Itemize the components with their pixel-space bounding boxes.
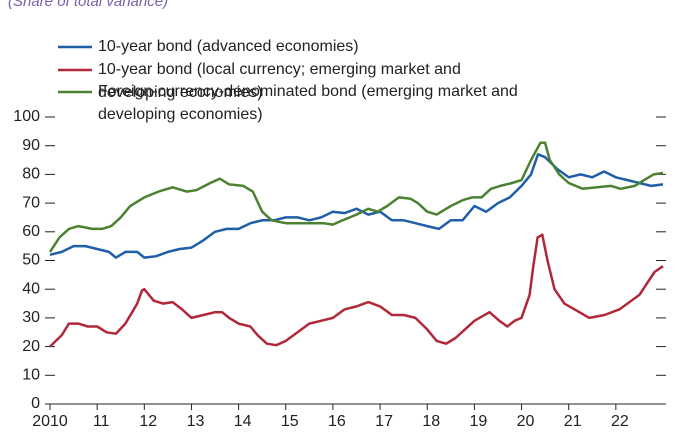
x-tick-label: 18: [422, 413, 440, 430]
y-tick-label: 30: [22, 309, 40, 326]
y-tick-label: 70: [22, 194, 40, 211]
series-line: [49, 153, 664, 259]
y-tick-label: 0: [31, 395, 40, 412]
x-tick-label: 2010: [32, 413, 68, 430]
y-tick-label: 20: [22, 338, 40, 355]
series-line: [49, 233, 664, 348]
y-tick-label: 40: [22, 280, 40, 297]
chart-subtitle: (Share of total variance): [8, 0, 168, 10]
y-tick-label: 90: [22, 137, 40, 154]
x-tick-label: 17: [375, 413, 393, 430]
x-tick-label: 12: [139, 413, 157, 430]
x-tick-label: 11: [93, 413, 110, 430]
x-tick-label: 15: [281, 413, 299, 430]
x-tick-label: 20: [517, 413, 535, 430]
x-tick-label: 19: [469, 413, 487, 430]
x-tick-label: 14: [234, 413, 252, 430]
series-line: [48, 141, 664, 253]
y-tick-label: 10: [22, 367, 40, 384]
y-tick-label: 100: [13, 108, 40, 125]
legend-label: 10-year bond (local currency; emerging m…: [98, 61, 461, 101]
x-tick-label: 21: [564, 413, 582, 430]
y-tick-label: 50: [22, 252, 40, 269]
x-tick-label: 16: [328, 413, 346, 430]
x-tick-label: 22: [611, 413, 629, 430]
y-tick-label: 60: [22, 223, 40, 240]
y-tick-label: 80: [22, 166, 40, 183]
x-tick-label: 13: [187, 413, 205, 430]
legend-label: Foreign-currency-denominated bond (emerg…: [98, 83, 518, 123]
legend-label: 10-year bond (advanced economies): [98, 38, 359, 55]
